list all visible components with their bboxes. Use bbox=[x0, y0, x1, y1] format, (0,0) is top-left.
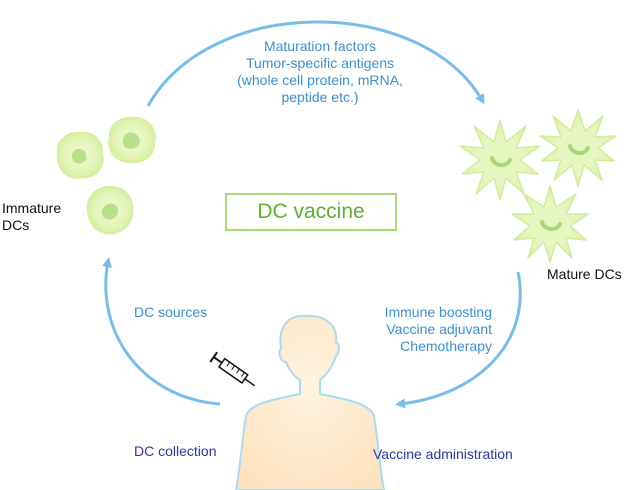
immature-dc-cell bbox=[86, 185, 134, 235]
maturation-line: Maturation factors bbox=[263, 38, 377, 54]
maturation-line: peptide etc.) bbox=[281, 89, 359, 105]
mature-dc-cell bbox=[539, 109, 617, 187]
syringe-icon bbox=[209, 351, 256, 387]
maturation-line: (whole cell protein, mRNA, bbox=[237, 72, 403, 88]
boosting-line: Vaccine adjuvant bbox=[386, 321, 492, 337]
immature-dc-cell bbox=[56, 131, 104, 179]
mature-dc-cell bbox=[511, 185, 589, 263]
immature-line: Immature bbox=[2, 200, 62, 216]
mature-dc-cell bbox=[459, 119, 541, 201]
dc-sources-label: DC sources bbox=[134, 304, 208, 320]
immature-dc-cell bbox=[108, 116, 156, 164]
boosting-line: Immune boosting bbox=[384, 304, 492, 320]
right-cycle-arrow bbox=[395, 271, 522, 409]
maturation-line: Tumor-specific antigens bbox=[245, 55, 395, 71]
maturation-factors-label: Maturation factors Tumor-specific antige… bbox=[215, 38, 425, 106]
immune-boosting-label: Immune boosting Vaccine adjuvant Chemoth… bbox=[362, 304, 492, 355]
boosting-line: Chemotherapy bbox=[400, 338, 492, 354]
top-cycle-arrow bbox=[146, 20, 485, 107]
page-title: DC vaccine bbox=[225, 193, 397, 231]
human-figure bbox=[235, 314, 385, 490]
dc-collection-label: DC collection bbox=[134, 443, 217, 459]
mature-dcs-label: Mature DCs bbox=[547, 266, 622, 282]
vaccine-administration-label: Vaccine administration bbox=[373, 446, 513, 462]
left-cycle-arrow bbox=[102, 257, 221, 406]
immature-dcs-label: Immature DCs bbox=[2, 200, 61, 234]
immature-line: DCs bbox=[2, 217, 30, 233]
